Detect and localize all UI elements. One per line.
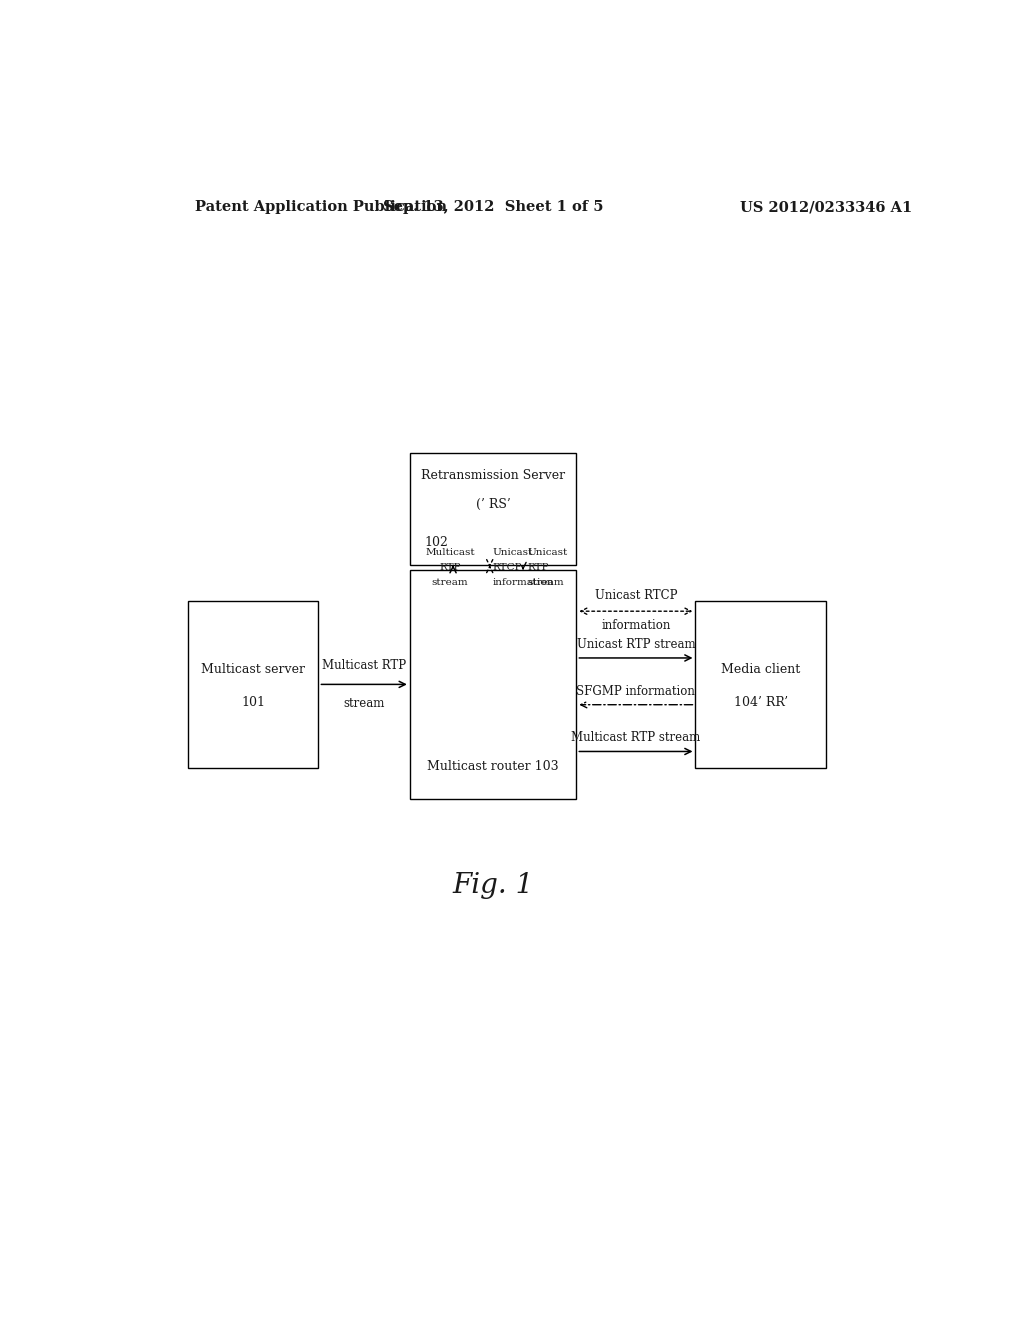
Text: 102: 102 [424, 536, 447, 549]
Text: (’ RS’: (’ RS’ [476, 498, 510, 511]
Text: SFGMP information: SFGMP information [577, 685, 695, 697]
Text: information: information [493, 578, 554, 587]
Text: RTCP: RTCP [493, 564, 522, 572]
Text: 101: 101 [241, 696, 265, 709]
Text: Multicast server: Multicast server [201, 663, 305, 676]
Text: stream: stream [343, 697, 385, 710]
Text: Multicast: Multicast [425, 548, 475, 557]
Text: Unicast RTP stream: Unicast RTP stream [577, 638, 695, 651]
Text: Multicast RTP stream: Multicast RTP stream [571, 731, 700, 744]
Text: information: information [601, 619, 671, 632]
Bar [410, 453, 577, 565]
Text: Retransmission Server: Retransmission Server [421, 470, 565, 482]
Text: Multicast RTP: Multicast RTP [322, 659, 407, 672]
Text: Media client: Media client [721, 663, 801, 676]
Text: Unicast RTCP: Unicast RTCP [595, 589, 677, 602]
Text: US 2012/0233346 A1: US 2012/0233346 A1 [740, 201, 912, 214]
Bar [187, 601, 318, 768]
Text: Fig. 1: Fig. 1 [453, 871, 534, 899]
Bar [410, 570, 577, 799]
Text: RTP: RTP [439, 564, 461, 572]
Text: RTP: RTP [527, 564, 549, 572]
Text: Multicast router 103: Multicast router 103 [427, 760, 559, 774]
Text: Patent Application Publication: Patent Application Publication [196, 201, 447, 214]
Text: 104’ RR’: 104’ RR’ [734, 696, 787, 709]
Text: Sep. 13, 2012  Sheet 1 of 5: Sep. 13, 2012 Sheet 1 of 5 [383, 201, 603, 214]
Text: Unicast: Unicast [493, 548, 534, 557]
Text: stream: stream [431, 578, 468, 587]
Text: stream: stream [527, 578, 563, 587]
Bar [695, 601, 826, 768]
Text: Unicast: Unicast [527, 548, 567, 557]
